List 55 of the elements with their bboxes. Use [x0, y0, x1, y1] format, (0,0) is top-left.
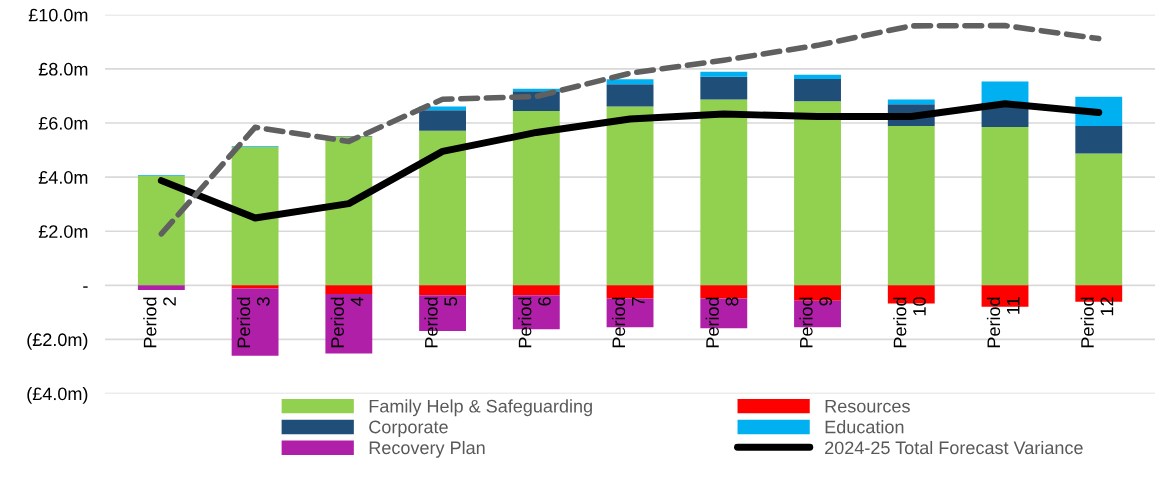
y-tick-label: (£4.0m) — [27, 386, 88, 404]
bar — [419, 285, 467, 296]
bar — [794, 78, 841, 102]
legend-label: Corporate — [369, 420, 448, 437]
bar — [606, 285, 654, 299]
y-tick-label: £8.0m — [38, 62, 88, 76]
y-tick-label: £2.0m — [38, 225, 88, 238]
bar — [419, 110, 467, 131]
bar — [794, 101, 841, 286]
bar — [325, 136, 373, 286]
legend-label: Recovery Plan — [369, 440, 485, 458]
bar — [794, 74, 841, 79]
bar — [325, 285, 373, 294]
bar — [981, 127, 1029, 286]
bar — [512, 111, 560, 286]
x-tick-label: Period 8 — [705, 297, 739, 348]
bar — [137, 175, 185, 286]
bar — [1075, 125, 1123, 154]
x-tick-label: Period 12 — [1080, 297, 1114, 348]
bar — [419, 130, 467, 286]
bar — [887, 125, 935, 286]
x-tick-label: Period 6 — [518, 297, 551, 348]
bar — [700, 76, 748, 100]
y-tick-label: £10.0m — [28, 8, 88, 22]
legend-label: Family Help & Safeguarding — [369, 399, 592, 417]
bar — [137, 285, 185, 290]
bar — [231, 288, 279, 356]
x-tick-label: Period 5 — [424, 297, 458, 348]
bar — [1075, 153, 1123, 286]
x-tick-label: Period 10 — [893, 297, 926, 348]
bar — [606, 79, 654, 85]
y-tick-label: - — [83, 286, 88, 288]
y-tick-label: (£2.0m) — [27, 332, 88, 350]
bar — [700, 285, 748, 299]
x-tick-label: Period 2 — [143, 297, 176, 348]
bar — [606, 84, 654, 107]
legend-label: 2024-25 Total Forecast Variance — [825, 440, 1083, 455]
bar — [325, 293, 373, 354]
bar — [512, 285, 560, 296]
bar — [700, 71, 748, 77]
legend-label: Resources — [825, 399, 910, 413]
x-tick-label: Period 11 — [986, 297, 1020, 348]
bar — [231, 285, 279, 289]
x-tick-label: Period 3 — [236, 297, 270, 348]
x-tick-label: Period 7 — [611, 297, 645, 348]
x-tick-label: Period 9 — [799, 297, 833, 348]
x-tick-label: Period 4 — [330, 296, 364, 348]
legend-label: Education — [825, 420, 904, 434]
y-tick-label: £6.0m — [38, 116, 88, 130]
bar — [981, 81, 1029, 103]
bar — [887, 99, 935, 105]
bar — [700, 99, 748, 286]
bar — [606, 106, 654, 286]
y-tick-label: £4.0m — [38, 171, 88, 184]
bar — [231, 147, 279, 286]
